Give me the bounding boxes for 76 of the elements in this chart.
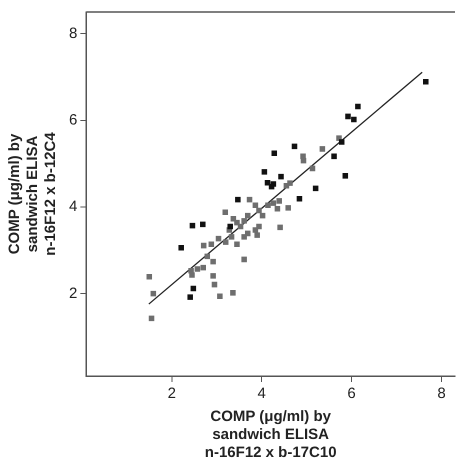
point xyxy=(210,273,216,279)
point xyxy=(355,104,361,110)
point xyxy=(241,234,247,240)
point xyxy=(178,244,184,250)
point xyxy=(222,209,228,215)
y-tick-label: 4 xyxy=(69,198,78,216)
point xyxy=(310,166,316,172)
point xyxy=(234,220,240,226)
point xyxy=(190,286,196,292)
point xyxy=(230,290,236,296)
point xyxy=(284,183,290,189)
point xyxy=(146,274,152,280)
point xyxy=(238,224,244,230)
point xyxy=(300,158,306,164)
point xyxy=(296,196,302,202)
point xyxy=(187,294,193,300)
point xyxy=(200,222,206,228)
point xyxy=(208,242,214,248)
point xyxy=(274,206,280,212)
point xyxy=(277,224,283,230)
point xyxy=(256,208,262,214)
point xyxy=(234,242,240,248)
point xyxy=(230,216,236,222)
point xyxy=(222,239,228,245)
point xyxy=(212,282,218,288)
point xyxy=(270,200,276,206)
point xyxy=(345,114,351,120)
point xyxy=(423,79,429,85)
point xyxy=(338,139,344,145)
point xyxy=(204,254,210,260)
point xyxy=(228,234,234,240)
point xyxy=(292,144,298,150)
point xyxy=(320,146,326,152)
point xyxy=(235,196,241,202)
point xyxy=(188,268,194,274)
x-tick-label: 6 xyxy=(347,385,356,402)
point xyxy=(256,224,262,230)
x-tick-label: 4 xyxy=(258,385,266,402)
point xyxy=(264,180,270,186)
point xyxy=(260,212,266,218)
point xyxy=(254,232,260,238)
point xyxy=(216,236,222,242)
point xyxy=(268,184,274,190)
point xyxy=(244,212,251,218)
point xyxy=(210,258,216,264)
point xyxy=(252,202,258,208)
point xyxy=(276,198,282,204)
point xyxy=(200,242,206,248)
point xyxy=(351,116,357,122)
point xyxy=(312,186,318,192)
x-tick-label: 2 xyxy=(168,385,176,402)
y-axis-title: COMP (μg/ml) by sandwich ELISA n-16F12 x b-12C4 xyxy=(6,132,60,256)
y-tick-label: 2 xyxy=(69,284,78,302)
point xyxy=(272,150,278,156)
point xyxy=(200,264,206,270)
x-tick-label: 8 xyxy=(437,385,446,402)
point xyxy=(217,294,223,300)
point xyxy=(189,272,195,278)
point xyxy=(241,218,247,224)
point xyxy=(331,154,337,160)
point xyxy=(342,173,348,179)
point xyxy=(190,222,196,228)
y-tick-label: 8 xyxy=(69,24,78,42)
point xyxy=(148,316,154,322)
y-tick-label: 6 xyxy=(69,111,78,128)
point xyxy=(227,224,233,230)
point xyxy=(336,135,342,141)
point xyxy=(285,205,291,211)
point xyxy=(246,196,252,202)
x-axis-title: COMP (μg/ml) by sandwich ELISA n-16F12 x b-17C10 xyxy=(204,408,337,462)
point xyxy=(278,174,284,180)
point xyxy=(194,266,200,272)
point xyxy=(241,256,247,262)
point xyxy=(150,290,156,296)
point xyxy=(262,169,268,175)
point xyxy=(265,202,271,208)
